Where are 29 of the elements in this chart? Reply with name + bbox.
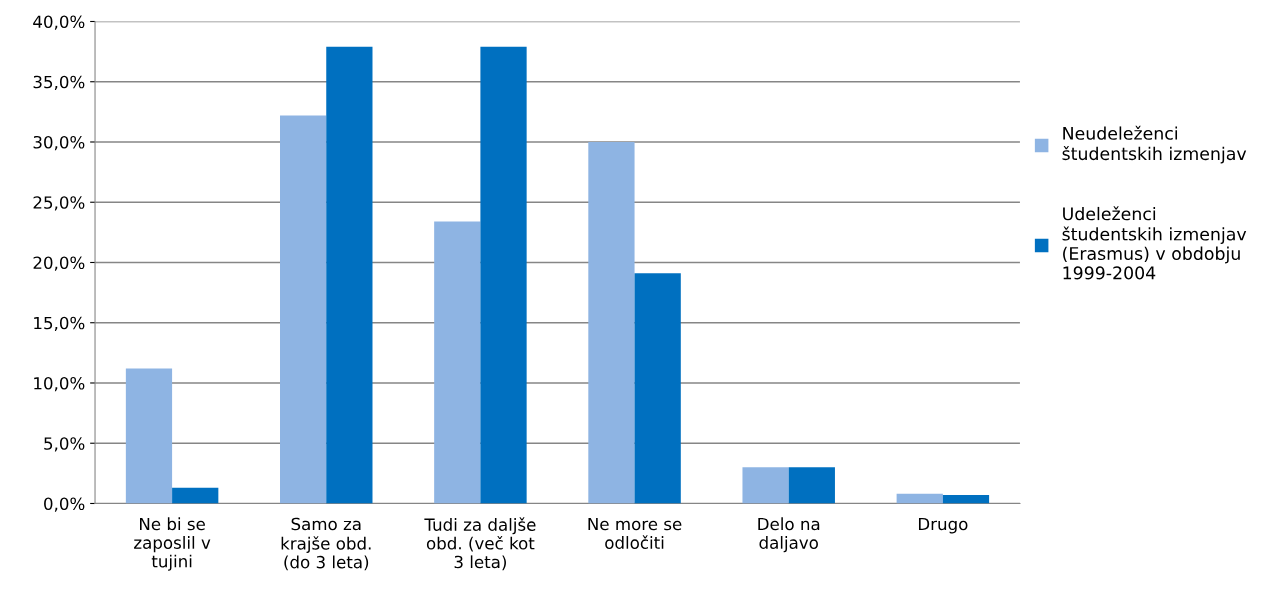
bar xyxy=(896,493,943,504)
y-tick-label: 25,0% xyxy=(33,196,85,211)
x-tick-label: Ne bi se zaposlil v tujini xyxy=(134,517,211,571)
bar xyxy=(480,46,527,504)
bar xyxy=(125,368,173,504)
y-tick-label: 20,0% xyxy=(33,256,85,271)
y-tick-label: 10,0% xyxy=(34,376,85,392)
bar xyxy=(326,46,373,504)
bar xyxy=(742,467,789,504)
y-tick-label: 40,0% xyxy=(33,15,85,30)
y-tick-label: 15,0% xyxy=(34,316,85,331)
bar xyxy=(172,487,219,504)
x-tick-label: Samo za krajše obd. (do 3 leta) xyxy=(281,517,371,571)
bar xyxy=(634,273,681,504)
y-tick-label: 0,0% xyxy=(44,497,85,512)
bar xyxy=(788,467,835,504)
x-tick-label: Drugo xyxy=(918,517,968,534)
legend-label: Udeleženci študentskih izmenjav (Erasmus) v obdobju 1999-2004 xyxy=(1062,206,1247,280)
bar xyxy=(280,115,327,504)
bar xyxy=(942,495,990,504)
legend-label: Neudeleženci študentskih izmenjav xyxy=(1062,125,1247,164)
bar xyxy=(588,141,635,504)
x-tick-label: Delo na daljavo xyxy=(758,517,820,553)
y-tick-label: 30,0% xyxy=(33,135,85,151)
y-tick-label: 35,0% xyxy=(33,75,85,91)
x-tick-label: Ne more se odločiti xyxy=(588,517,682,549)
y-tick-label: 5,0% xyxy=(44,437,85,452)
x-tick-label: Tudi za daljše obd. (več kot 3 leta) xyxy=(424,517,536,571)
bar xyxy=(434,221,481,504)
